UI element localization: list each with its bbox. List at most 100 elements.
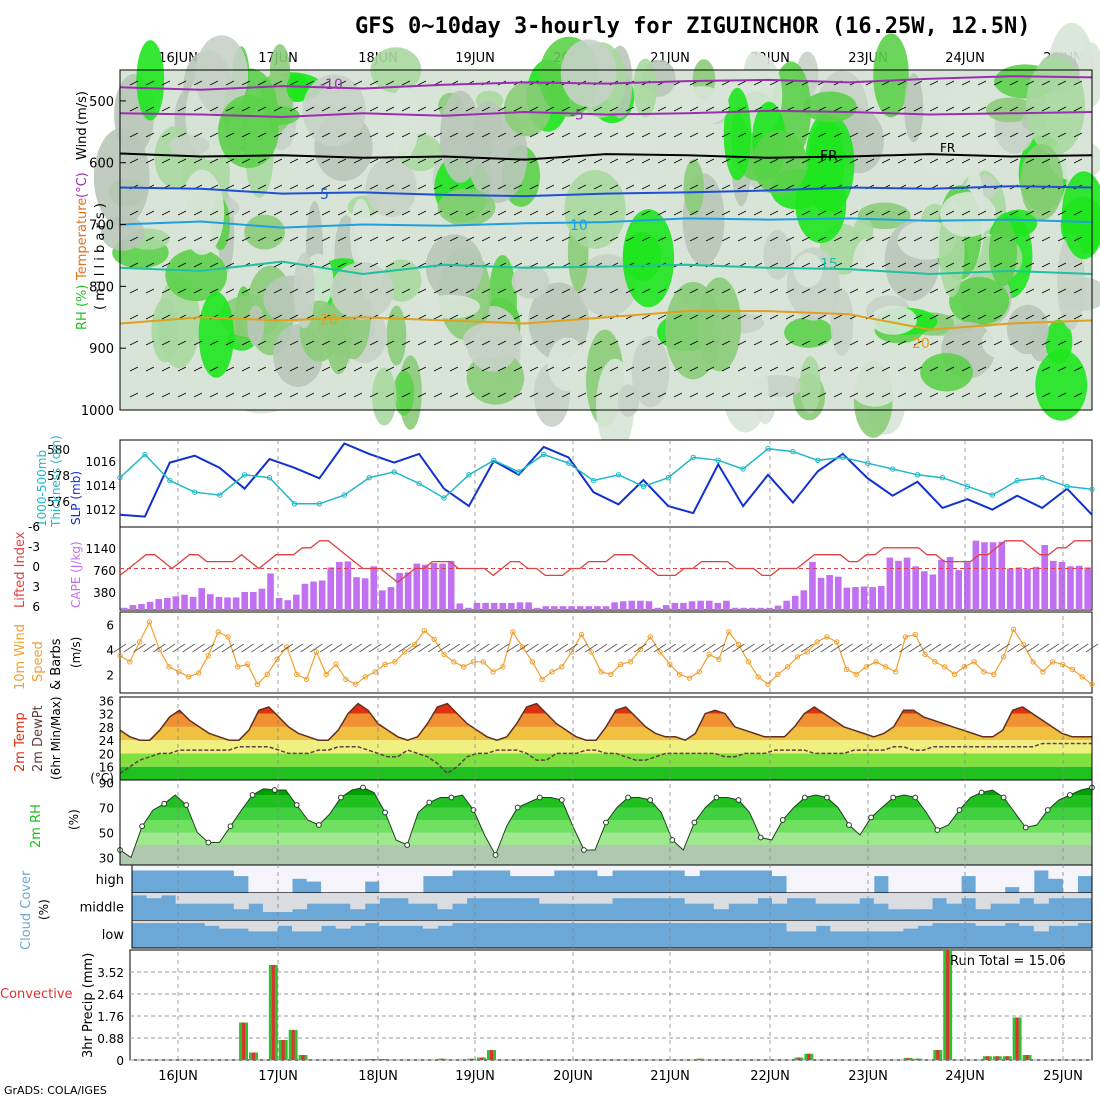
- cape-bar: [525, 602, 532, 610]
- cloud-gap-middle: [219, 893, 234, 904]
- rh-cell: [803, 91, 856, 122]
- cloud-gap-middle: [132, 893, 147, 896]
- cape-bar: [164, 598, 171, 610]
- cape-bar: [267, 573, 274, 610]
- cloud-gap-middle: [947, 893, 962, 904]
- precip-conv-bar: [907, 1058, 910, 1060]
- wind-profile-ylabel: RH (%)Temperature(°C)Wind(m/s): [75, 91, 90, 330]
- cloud-gap-high: [190, 865, 205, 871]
- ylabel-wind10-3: & Barbs: [49, 638, 64, 690]
- cape-bar: [198, 588, 205, 610]
- rh-cell: [989, 219, 1017, 286]
- precip-conv-bar: [936, 1050, 939, 1060]
- cloud-gap-high: [1048, 865, 1063, 879]
- cape-bar: [130, 605, 137, 610]
- cape-bar: [439, 564, 446, 610]
- cloud-gap-high: [219, 865, 234, 871]
- ylabel-wind-unit: (m/s): [75, 91, 90, 125]
- wind-profile-units: ( m i l l i b a r s ): [93, 203, 108, 310]
- rh-band-1: [120, 833, 1092, 846]
- cape-bar: [930, 575, 937, 610]
- cloud-gap-middle: [205, 893, 220, 904]
- cloud-gap-low: [350, 920, 365, 926]
- cloud-gap-low: [859, 920, 874, 931]
- cloud-gap-middle: [1063, 893, 1078, 899]
- ylabel-cape: CAPE (J/kg): [69, 541, 83, 608]
- cape-ylabel: CAPE (J/kg): [69, 541, 83, 608]
- cape-bar: [603, 606, 610, 610]
- cloud-gap-high: [714, 865, 729, 871]
- cloud-gap-low: [292, 920, 307, 931]
- bottom-date-label-23JUN: 23JUN: [848, 1069, 888, 1084]
- cape-bar: [775, 606, 782, 610]
- cape-bar: [672, 603, 679, 610]
- cape-bar: [809, 562, 816, 610]
- precip-tick-0.88: 0.88: [97, 1032, 124, 1046]
- rh-cell: [698, 277, 741, 371]
- cape-bar: [405, 572, 412, 610]
- cloud-gap-low: [568, 920, 583, 923]
- cape-bar: [869, 587, 876, 610]
- cape-bar: [216, 597, 223, 610]
- cape-bar: [190, 597, 197, 610]
- rh-cell: [387, 306, 407, 366]
- cloud-gap-middle: [190, 893, 205, 904]
- chart-title: GFS 0~10day 3-hourly for ZIGUINCHOR (16.…: [355, 14, 1031, 39]
- rh-point: [847, 823, 852, 828]
- bottom-date-label-21JUN: 21JUN: [650, 1069, 690, 1084]
- cape-bar: [147, 602, 154, 610]
- cloud-gap-high: [496, 865, 511, 871]
- cape-bar: [370, 566, 377, 610]
- cape-bar: [534, 608, 541, 610]
- cape-bar: [1067, 566, 1074, 610]
- cloud-gap-low: [816, 920, 831, 926]
- cloud-gap-low: [1019, 920, 1034, 926]
- cloud-gap-high: [525, 865, 540, 876]
- cloud-gap-middle: [961, 893, 976, 899]
- cape-bar: [637, 601, 644, 610]
- temp-band-3: [120, 727, 1092, 740]
- cloud-gap-middle: [147, 893, 162, 899]
- cloud-gap-middle: [408, 893, 423, 904]
- cape-bar: [379, 590, 386, 610]
- cape-bar: [1076, 566, 1083, 610]
- li-tick--6: -6: [28, 520, 40, 534]
- cloud-gap-high: [743, 865, 758, 871]
- slp-tick-1016: 1016: [85, 455, 116, 469]
- cloud-gap-middle: [699, 893, 714, 904]
- cape-bar: [1059, 562, 1066, 610]
- cloud-gap-high: [510, 865, 525, 876]
- cloud-gap-low: [1077, 920, 1092, 923]
- rh-point: [272, 788, 277, 793]
- cloud-gap-low: [510, 920, 525, 923]
- isotherm-label-5: 5: [320, 187, 329, 203]
- cloud-gap-low: [1048, 920, 1063, 926]
- cloud-gap-high: [932, 865, 947, 893]
- precip-conv-bar: [986, 1056, 989, 1060]
- cloud-gap-middle: [714, 893, 729, 910]
- cloud-gap-middle: [423, 893, 438, 904]
- rh-cell: [794, 253, 823, 287]
- cape-bar: [861, 587, 868, 610]
- cloud-gap-high: [423, 865, 438, 876]
- cape-bar: [629, 601, 636, 610]
- cape-bar: [327, 567, 334, 610]
- cloud-gap-high: [874, 865, 889, 876]
- bottom-date-label-16JUN: 16JUN: [158, 1069, 198, 1084]
- cloud-gap-low: [743, 920, 758, 923]
- cloud-gap-high: [307, 865, 322, 882]
- rh-cell: [463, 322, 523, 358]
- cloud-gap-low: [437, 920, 452, 926]
- rh-ylabel: 2m RH: [29, 804, 44, 848]
- rh-cell: [350, 199, 372, 270]
- rh-tick-50: 50: [99, 827, 114, 841]
- rh-cell: [1007, 305, 1049, 354]
- cape-bar: [1024, 569, 1031, 611]
- wind10m-ylabel-4: (m/s): [69, 637, 83, 668]
- cloud-gap-low: [219, 920, 234, 928]
- precip-tick-2.64: 2.64: [97, 988, 124, 1002]
- rh-point: [537, 795, 542, 800]
- cloud-gap-middle: [728, 893, 743, 904]
